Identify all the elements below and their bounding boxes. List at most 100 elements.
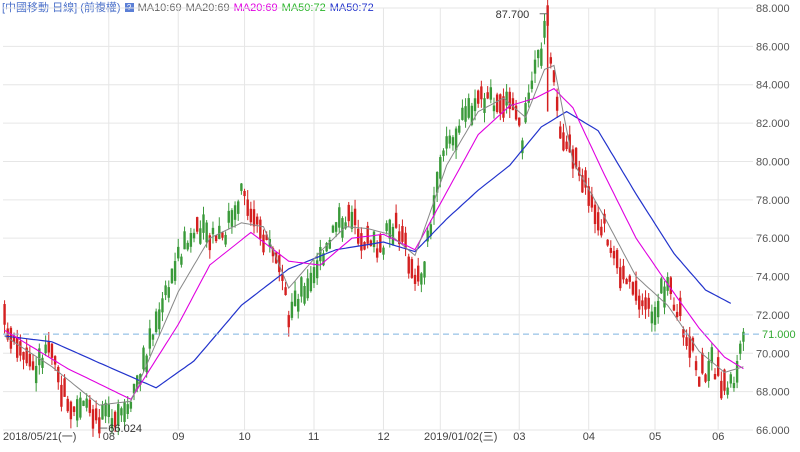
candle-body [650,311,654,324]
y-tick-label: 88.000 [756,3,790,15]
candle-body [369,240,373,246]
candle-body [151,334,155,340]
candle-body [448,135,451,144]
candle-body [464,106,467,122]
candle-body [69,401,73,420]
candle-body [486,92,489,99]
candle-body [101,404,104,420]
candle-body [391,226,395,246]
candle-body [458,125,461,133]
candle-body [63,378,66,397]
candle-body [641,300,644,307]
candle-body [76,399,79,421]
candle-body [303,286,306,304]
candle-body [726,387,729,395]
candle-body [423,261,426,278]
candle-body [167,287,170,298]
candle-body [72,406,76,412]
ma50-line [4,110,732,389]
candle-body [344,222,347,229]
candle-body [41,357,44,368]
candlesticks [3,0,745,439]
y-tick-label: 84.000 [756,80,790,92]
y-tick-label: 72.000 [756,310,790,322]
candle-body [454,128,458,151]
candle-body [619,267,622,289]
candle-body [312,267,316,284]
candle-body [638,295,641,310]
grid-lines [3,7,753,431]
candle-body [410,259,414,278]
candle-body [300,277,303,297]
candle-body [338,207,341,228]
candle-body [672,304,676,311]
candle-body [129,401,133,409]
candle-body [435,171,439,193]
candle-body [148,328,152,349]
x-tick-label: 11 [308,431,319,443]
candle-body [578,167,581,176]
candle-body [540,48,543,66]
candle-body [562,132,565,151]
chart-legend: [中國移動 日線] (前複權)?MA10:69MA20:69MA20:69MA5… [2,0,378,16]
candle-body [691,337,695,351]
candle-body [530,80,534,89]
candle-body [265,234,268,241]
candle-body [281,273,284,281]
candle-body [521,140,524,154]
candle-body [382,247,385,255]
candle-body [44,344,47,354]
candle-body [309,272,313,292]
candle-body [224,234,227,245]
candle-body [401,226,404,242]
candle-body [707,360,710,382]
candle-body [322,253,325,266]
candle-body [467,98,470,118]
candle-body [549,57,553,64]
candle-body [79,397,82,418]
candle-body [57,366,60,383]
candle-body [606,239,609,246]
candle-body [158,309,161,330]
candle-body [682,329,685,338]
candle-body [177,246,180,259]
candle-body [202,214,205,233]
candle-body [375,248,379,258]
candle-body [47,340,50,353]
candle-body [195,217,199,232]
candle-body [243,190,246,197]
candle-body [25,347,28,364]
candle-body [675,311,679,317]
candle-body [315,260,319,279]
candle-body [508,91,511,110]
candle-body [82,400,85,406]
candle-body [385,223,388,232]
y-tick-label: 82.000 [756,118,790,130]
candle-body [679,297,682,316]
candle-body [628,275,631,282]
candle-body [325,243,328,252]
candle-body [211,227,215,235]
candle-body [439,157,442,179]
candle-body [398,231,401,245]
candle-body [581,175,584,193]
candle-body [290,301,294,318]
candle-body [701,352,704,374]
candle-body [19,341,22,356]
max-price-label: 87.700 [496,9,530,21]
candle-body [31,361,35,370]
candle-body [94,408,98,421]
candle-body [625,278,628,285]
candle-body [527,92,530,103]
candle-body [60,384,63,407]
candle-body [552,70,556,83]
candle-body [38,348,41,366]
candle-body [357,228,360,244]
candle-body [173,261,177,281]
candle-body [420,273,423,285]
y-tick-label: 70.000 [756,348,790,360]
candle-body [218,225,221,239]
candle-body [350,211,354,229]
candle-body [647,297,650,309]
